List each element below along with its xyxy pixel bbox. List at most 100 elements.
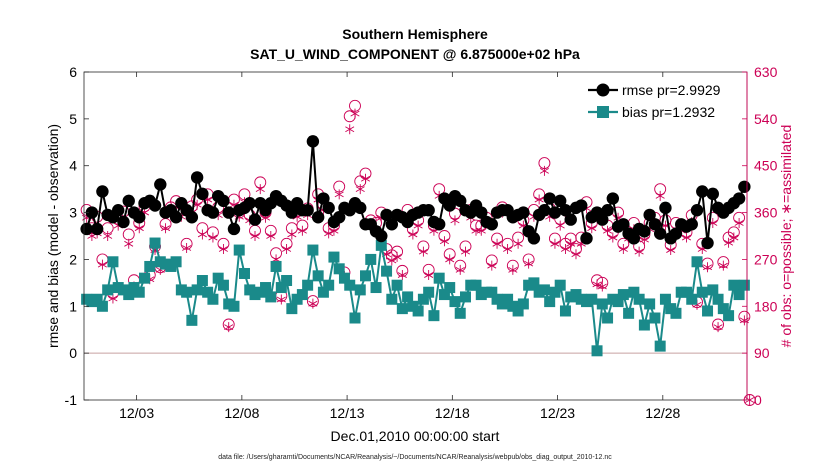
rmse-point xyxy=(475,206,488,219)
bias-point xyxy=(302,279,314,291)
obs-assimilated-marker xyxy=(282,244,292,255)
rmse-point xyxy=(554,194,567,208)
bias-point xyxy=(323,279,335,291)
y2-tick-label: 90 xyxy=(754,345,770,361)
bias-point xyxy=(717,303,729,315)
bias-point xyxy=(559,305,571,317)
chart-title: Southern Hemisphere xyxy=(342,26,488,42)
bias-point xyxy=(286,303,298,315)
y2-tick-label: 180 xyxy=(754,298,778,314)
bias-point xyxy=(191,284,203,296)
obs-assimilated-marker xyxy=(503,244,513,255)
bias-point xyxy=(696,286,708,298)
rmse-point xyxy=(538,204,551,217)
obs-assimilated-marker xyxy=(476,225,486,236)
bias-point xyxy=(528,277,540,289)
rmse-point xyxy=(333,211,346,224)
rmse-point xyxy=(285,206,299,219)
rmse-point xyxy=(485,218,498,231)
bias-point xyxy=(265,291,277,303)
bias-point xyxy=(612,296,624,308)
obs-assimilated-marker xyxy=(134,223,144,234)
rmse-point xyxy=(248,213,262,226)
x-tick-label: 12/28 xyxy=(645,405,680,421)
obs-assimilated-marker xyxy=(487,260,497,271)
obs-assimilated-marker xyxy=(276,294,286,305)
rmse-point xyxy=(380,208,393,222)
obs-assimilated-marker xyxy=(734,217,744,228)
obs-assimilated-marker xyxy=(681,232,692,243)
bias-point xyxy=(449,296,461,308)
bias-series xyxy=(81,237,750,357)
bias-point xyxy=(470,279,482,291)
bias-point xyxy=(633,293,645,305)
y-tick-label: 1 xyxy=(69,298,77,314)
obs-assimilated-marker xyxy=(718,260,728,271)
bias-point xyxy=(502,293,514,305)
legend: rmse pr=2.9929 bias pr=1.2932 xyxy=(583,78,741,124)
obs-assimilated-marker xyxy=(208,232,218,243)
bias-point xyxy=(670,307,682,319)
y2-tick-label: 360 xyxy=(754,205,778,221)
bias-point xyxy=(360,270,372,282)
obs-assimilated-marker xyxy=(634,246,644,257)
bias-point xyxy=(238,267,250,279)
rmse-point xyxy=(596,213,609,226)
rmse-point xyxy=(627,232,641,245)
rmse-point xyxy=(185,211,199,224)
rmse-point xyxy=(443,199,456,212)
chart-subtitle: SAT_U_WIND_COMPONENT @ 6.875000e+02 hPa xyxy=(250,46,580,62)
rmse-point xyxy=(732,192,746,205)
bias-point xyxy=(338,272,350,284)
obs-assimilated-marker xyxy=(608,232,618,243)
rmse-point xyxy=(690,204,704,217)
obs-assimilated-marker xyxy=(250,231,260,241)
bias-point xyxy=(228,300,240,312)
rmse-point xyxy=(96,185,109,198)
bias-point xyxy=(454,307,466,319)
y-tick-label: 4 xyxy=(69,158,77,174)
obs-assimilated-marker xyxy=(387,255,397,266)
obs-assimilated-marker xyxy=(297,225,307,236)
rmse-point xyxy=(317,192,330,205)
legend-rmse-label: rmse pr=2.9929 xyxy=(622,82,721,98)
y-tick-label: 0 xyxy=(69,345,77,361)
x-axis-label: Dec.01,2010 00:00:00 start xyxy=(331,428,500,444)
bias-point xyxy=(354,284,366,296)
y-axis-label: rmse and bias (model - observation) xyxy=(45,124,61,348)
bias-point xyxy=(391,279,403,291)
y-tick-label: -1 xyxy=(65,392,78,408)
y-tick-label: 3 xyxy=(69,205,77,221)
obs-assimilated-marker xyxy=(308,298,318,309)
x-axis: 12/03 12/08 12/13 12/18 12/23 12/28 xyxy=(119,72,681,421)
bias-point xyxy=(538,284,550,296)
x-tick-label: 12/13 xyxy=(330,405,365,421)
bias-point xyxy=(638,319,650,331)
obs-assimilated-marker xyxy=(224,322,234,333)
obs-assimilated-marker xyxy=(460,246,471,257)
bias-point xyxy=(554,279,566,291)
bias-point xyxy=(628,286,640,298)
bias-point xyxy=(281,275,293,287)
bias-point xyxy=(723,310,735,322)
bias-point xyxy=(386,293,398,305)
bias-point xyxy=(170,256,182,268)
bias-point xyxy=(738,279,750,291)
bias-point xyxy=(486,286,498,298)
rmse-point xyxy=(601,204,614,217)
bias-point xyxy=(186,314,198,326)
obs-assimilated-marker xyxy=(550,238,560,249)
bias-point xyxy=(549,286,561,298)
obs-assimilated-marker xyxy=(424,270,434,281)
bias-point xyxy=(680,286,692,298)
legend-bias-label: bias pr=1.2932 xyxy=(622,104,715,120)
x-tick-label: 12/03 xyxy=(119,405,154,421)
bias-point xyxy=(370,282,382,294)
obs-assimilated-marker xyxy=(560,244,571,255)
obs-assimilated-marker xyxy=(555,220,565,231)
bias-point xyxy=(212,272,224,284)
rmse-point xyxy=(206,206,220,219)
bias-point xyxy=(649,312,661,324)
y2-tick-label: 540 xyxy=(754,111,778,127)
